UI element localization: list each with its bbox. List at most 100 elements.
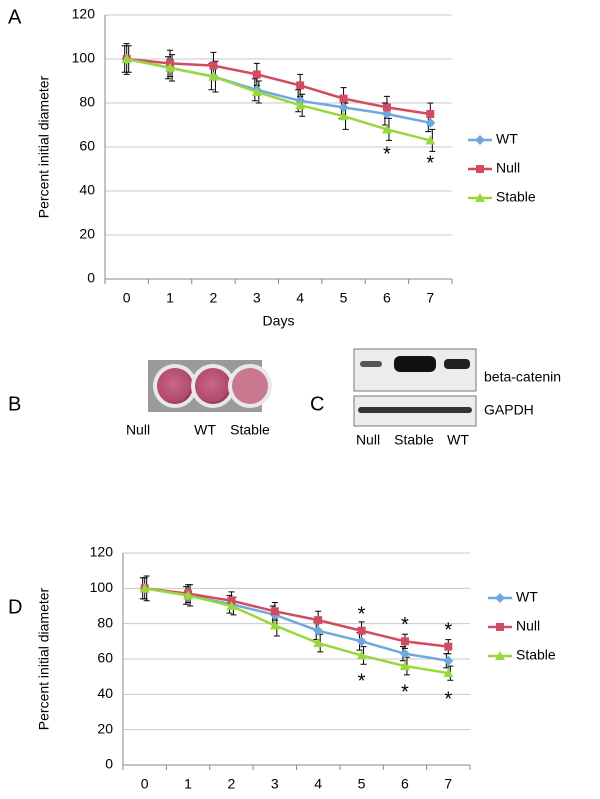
lane-label: Null: [356, 432, 380, 448]
panel-label: B: [8, 393, 21, 415]
annotation: *: [383, 144, 391, 166]
x-tick-label: 7: [444, 776, 452, 792]
panel-label: C: [310, 393, 324, 415]
y-axis-title: Percent initial diameter: [36, 75, 52, 218]
band: [394, 356, 436, 372]
y-tick-label: 20: [79, 226, 95, 242]
annotation: *: [444, 619, 452, 641]
marker: [426, 110, 435, 118]
band: [358, 407, 472, 413]
marker: [356, 650, 367, 660]
marker: [496, 623, 504, 631]
x-tick-label: 4: [296, 290, 304, 306]
annotation: *: [358, 671, 366, 693]
x-tick-label: 6: [383, 290, 391, 306]
marker: [296, 81, 305, 90]
marker: [339, 94, 348, 103]
x-tick-label: 0: [123, 290, 131, 306]
y-tick-label: 0: [105, 756, 113, 772]
legend-label: Stable: [496, 189, 536, 205]
y-tick-label: 20: [97, 720, 113, 736]
marker: [313, 625, 324, 636]
well: [195, 368, 231, 404]
x-tick-label: 7: [426, 290, 434, 306]
y-tick-label: 60: [97, 650, 113, 666]
marker: [252, 70, 261, 79]
series-line: [144, 587, 449, 675]
marker: [338, 102, 349, 113]
well: [232, 368, 268, 404]
y-axis-title: Percent initial diameter: [36, 587, 52, 730]
x-tick-label: 0: [141, 776, 149, 792]
marker: [495, 593, 505, 603]
y-tick-label: 40: [97, 685, 113, 701]
lane-label: Stable: [394, 432, 434, 448]
marker: [357, 626, 366, 635]
x-tick-label: 2: [228, 776, 236, 792]
legend-label: Stable: [516, 647, 556, 663]
legend-label: WT: [496, 131, 518, 147]
panel-label: A: [8, 6, 22, 28]
marker: [476, 165, 484, 173]
well-label: WT: [194, 422, 216, 438]
marker: [495, 651, 505, 660]
marker: [165, 62, 176, 72]
x-tick-label: 3: [271, 776, 279, 792]
annotation: *: [401, 614, 409, 636]
y-tick-label: 100: [72, 50, 96, 66]
marker: [443, 668, 454, 678]
marker: [226, 601, 237, 610]
y-tick-label: 0: [87, 270, 95, 286]
series-line: [144, 587, 449, 648]
x-tick-label: 4: [314, 776, 322, 792]
y-tick-label: 40: [79, 182, 95, 198]
series-line: [126, 57, 431, 142]
band: [360, 361, 382, 367]
marker: [270, 607, 279, 616]
x-tick-label: 6: [401, 776, 409, 792]
marker: [139, 583, 150, 593]
annotation: *: [401, 681, 409, 703]
band-label: GAPDH: [484, 402, 534, 418]
marker: [295, 100, 306, 110]
legend-label: Null: [516, 618, 540, 634]
annotation: *: [358, 604, 366, 626]
y-tick-label: 60: [79, 138, 95, 154]
well-label: Stable: [230, 422, 270, 438]
marker: [356, 636, 367, 647]
y-tick-label: 120: [72, 6, 96, 22]
x-axis-title: Days: [263, 313, 295, 329]
marker: [381, 109, 392, 119]
marker: [269, 620, 280, 630]
band-label: beta-catenin: [484, 369, 561, 385]
x-tick-label: 1: [166, 290, 174, 306]
x-tick-label: 2: [210, 290, 218, 306]
x-tick-label: 5: [340, 290, 348, 306]
y-tick-label: 80: [97, 614, 113, 630]
marker: [209, 61, 218, 70]
legend-label: Null: [496, 160, 520, 176]
panel-label: D: [8, 596, 22, 618]
y-tick-label: 100: [90, 579, 114, 595]
marker: [382, 103, 391, 112]
marker: [475, 135, 485, 145]
marker: [425, 135, 436, 145]
annotation: *: [426, 152, 434, 174]
marker: [208, 71, 219, 81]
y-tick-label: 120: [90, 544, 114, 560]
annotation: *: [444, 688, 452, 710]
marker: [399, 661, 410, 671]
x-tick-label: 5: [358, 776, 366, 792]
series-line: [126, 57, 431, 116]
band: [444, 359, 470, 369]
marker: [338, 111, 349, 121]
marker: [227, 596, 236, 605]
y-tick-label: 80: [79, 94, 95, 110]
marker: [425, 117, 436, 128]
marker: [314, 616, 323, 625]
marker: [443, 655, 454, 666]
x-tick-label: 1: [184, 776, 192, 792]
legend-label: WT: [516, 589, 538, 605]
